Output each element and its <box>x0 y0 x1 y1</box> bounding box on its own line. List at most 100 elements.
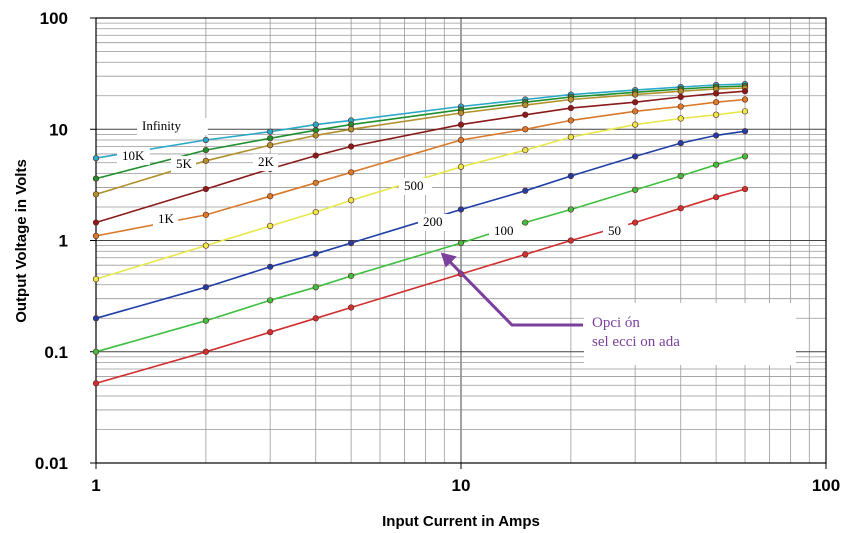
data-point <box>457 163 465 170</box>
data-point <box>348 272 355 280</box>
x-tick-label: 100 <box>812 476 840 495</box>
series-label-bg <box>171 156 197 173</box>
data-point <box>457 239 465 247</box>
x-tick-label: 10 <box>452 476 471 495</box>
data-point <box>202 157 209 164</box>
data-point <box>677 103 684 110</box>
y-tick-label: 0.1 <box>44 343 68 362</box>
data-point <box>677 88 684 95</box>
data-point <box>202 348 209 355</box>
series-label-bg <box>418 214 451 231</box>
series-label-bg <box>603 223 629 240</box>
data-point <box>741 88 749 95</box>
y-tick-label: 1 <box>59 232 68 251</box>
annotation-arrow <box>447 259 583 327</box>
data-point <box>522 187 529 194</box>
data-point <box>92 155 100 162</box>
data-point <box>348 304 355 311</box>
tick-labels: 1 10 100 100 10 1 0.1 0.01 <box>35 9 840 495</box>
y-tick-label: 10 <box>49 120 68 139</box>
annotation-arrowhead <box>440 252 457 268</box>
series-labels: Infinity 10K 5K 2K 1K 500 200 100 50 <box>117 118 629 240</box>
data-point <box>312 152 319 159</box>
data-point <box>567 117 574 124</box>
series-500 <box>92 108 749 283</box>
data-point <box>267 263 274 270</box>
data-point <box>567 237 574 244</box>
series-label: 2K <box>258 154 275 169</box>
series-group <box>92 80 749 387</box>
data-point <box>632 121 639 128</box>
data-point <box>522 251 529 258</box>
series-line <box>95 130 746 320</box>
series-label-bg <box>253 154 279 171</box>
series-2k <box>92 88 749 226</box>
data-point <box>632 153 639 160</box>
data-point <box>202 284 209 291</box>
series-line <box>95 90 746 224</box>
data-point <box>713 194 720 201</box>
data-point <box>202 211 209 218</box>
series-line <box>95 110 746 280</box>
data-point <box>92 219 100 226</box>
data-point <box>632 108 639 115</box>
data-point <box>567 206 574 213</box>
data-point <box>677 205 684 212</box>
data-point <box>741 108 749 115</box>
series-line <box>95 83 746 159</box>
data-point <box>567 104 574 112</box>
data-point <box>202 185 209 193</box>
data-point <box>457 206 465 213</box>
data-point <box>312 179 319 186</box>
series-label-bg <box>117 148 150 165</box>
x-tick-label: 1 <box>91 476 100 495</box>
data-point <box>457 136 465 144</box>
series-label: 100 <box>494 223 514 238</box>
data-point <box>632 91 639 98</box>
data-point <box>267 297 274 304</box>
data-point <box>677 172 684 180</box>
data-point <box>677 93 684 101</box>
data-point <box>202 146 209 154</box>
data-point <box>522 126 529 133</box>
data-point <box>632 99 639 106</box>
y-tick-label: 0.01 <box>35 454 68 473</box>
data-point <box>92 232 100 239</box>
series-label: 10K <box>122 148 145 163</box>
data-point <box>312 250 319 257</box>
data-point <box>741 128 749 135</box>
data-point <box>522 219 529 226</box>
x-axis-title: Input Current in Amps <box>382 513 540 530</box>
data-point <box>741 185 749 193</box>
data-point <box>312 127 319 134</box>
data-point <box>677 115 684 122</box>
data-point <box>348 126 355 133</box>
data-point <box>348 143 355 150</box>
data-point <box>92 380 100 387</box>
series-label: 50 <box>608 223 621 238</box>
data-point <box>267 193 274 200</box>
series-label: 5K <box>176 156 193 171</box>
data-point <box>202 242 209 249</box>
series-label-bg <box>489 223 522 240</box>
series-200 <box>92 128 749 322</box>
series-label: 500 <box>404 178 424 193</box>
data-point <box>348 169 355 176</box>
series-label: 1K <box>158 211 175 226</box>
series-label-bg <box>137 118 208 135</box>
data-point <box>522 146 529 154</box>
y-tick-label: 100 <box>40 9 68 28</box>
data-point <box>741 153 749 160</box>
data-point <box>567 96 574 103</box>
data-point <box>312 121 319 128</box>
data-point <box>632 186 639 193</box>
data-point <box>92 275 100 283</box>
data-point <box>713 99 720 106</box>
data-point <box>567 134 574 141</box>
annotation-box <box>584 303 796 365</box>
data-point <box>632 219 639 226</box>
data-point <box>312 132 319 139</box>
data-point <box>522 101 529 109</box>
annotation: Opci ón sel ecci on ada <box>440 252 796 365</box>
